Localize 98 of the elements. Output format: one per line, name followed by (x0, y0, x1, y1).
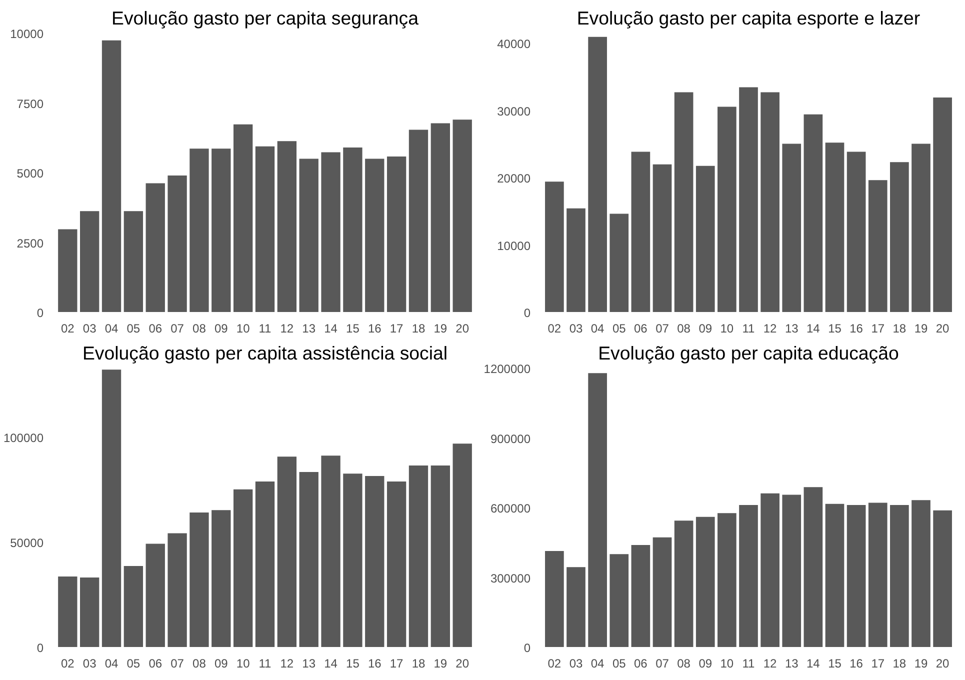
x-tick-label: 08 (192, 322, 206, 336)
x-tick-label: 07 (656, 322, 670, 336)
x-tick-label: 19 (434, 322, 448, 336)
x-tick-label: 14 (806, 656, 820, 670)
x-tick-label: 15 (828, 322, 842, 336)
x-tick-label: 04 (104, 656, 119, 670)
x-tick-label: 14 (324, 656, 338, 670)
x-tick-label: 12 (763, 656, 778, 670)
chart-title: Evolução gasto per capita esporte e lazer (576, 8, 920, 28)
y-tick-label: 900000 (490, 432, 531, 446)
y-tick-label: 40000 (497, 37, 531, 52)
y-tick-label: 0 (36, 306, 44, 320)
x-tick-label: 08 (192, 656, 206, 670)
chart-title: Evolução gasto per capita assistência social (82, 342, 448, 364)
x-tick-label: 15 (346, 322, 360, 336)
x-tick-label: 13 (784, 656, 799, 670)
x-tick-label: 09 (214, 656, 228, 670)
x-tick-label: 17 (871, 656, 885, 670)
x-tick-label: 05 (612, 656, 626, 670)
x-tick-label: 05 (612, 322, 626, 336)
x-tick-label: 05 (126, 322, 140, 336)
x-tick-label: 08 (677, 322, 691, 336)
x-tick-label: 17 (871, 322, 885, 336)
x-tick-label: 20 (936, 322, 950, 336)
x-tick-label: 13 (302, 656, 316, 670)
x-tick-label: 04 (590, 322, 605, 336)
x-tick-label: 20 (456, 656, 470, 670)
y-tick-label: 0 (524, 641, 531, 655)
x-tick-label: 18 (412, 322, 426, 336)
x-tick-label: 11 (742, 656, 756, 670)
x-tick-label: 09 (698, 322, 712, 336)
x-tick-label: 02 (548, 656, 562, 670)
y-tick-label: 300000 (490, 571, 531, 586)
x-tick-label: 05 (126, 656, 140, 670)
x-tick-label: 03 (82, 656, 97, 670)
x-tick-label: 04 (104, 322, 119, 336)
y-tick-label: 10000 (497, 238, 531, 253)
x-tick-label: 18 (892, 656, 906, 670)
y-tick-label: 20000 (497, 172, 531, 186)
y-tick-label: 30000 (497, 104, 531, 118)
x-tick-label: 12 (280, 656, 294, 670)
x-tick-label: 15 (828, 656, 842, 670)
x-tick-label: 13 (784, 322, 799, 336)
x-tick-label: 06 (634, 656, 648, 670)
chart-title: Evolução gasto per capita educação (598, 342, 899, 364)
x-tick-label: 11 (742, 322, 756, 336)
x-tick-label: 09 (698, 656, 712, 670)
x-tick-label: 11 (258, 656, 272, 670)
x-tick-label: 10 (236, 656, 250, 670)
x-tick-label: 07 (170, 656, 184, 670)
x-tick-label: 04 (590, 656, 605, 670)
y-tick-label: 7500 (16, 96, 44, 111)
x-tick-label: 06 (148, 322, 162, 336)
x-tick-label: 08 (677, 656, 691, 670)
x-tick-label: 13 (302, 322, 316, 336)
y-tick-label: 2500 (16, 236, 44, 250)
x-tick-label: 14 (806, 322, 820, 336)
x-tick-label: 07 (170, 322, 184, 336)
x-tick-label: 17 (390, 656, 404, 670)
x-tick-label: 16 (850, 322, 864, 336)
x-tick-label: 07 (656, 656, 670, 670)
x-tick-label: 10 (236, 322, 250, 336)
x-tick-label: 17 (390, 322, 404, 336)
x-tick-label: 12 (763, 322, 778, 336)
x-tick-label: 18 (412, 656, 426, 670)
x-tick-label: 19 (434, 656, 448, 670)
x-tick-label: 02 (60, 322, 75, 336)
x-tick-label: 03 (569, 656, 583, 670)
x-tick-label: 15 (346, 656, 360, 670)
x-tick-label: 02 (548, 322, 562, 336)
y-tick-label: 1200000 (484, 362, 531, 376)
x-tick-label: 14 (324, 322, 338, 336)
x-tick-label: 10 (720, 322, 734, 336)
x-tick-label: 20 (936, 656, 950, 670)
x-tick-label: 19 (914, 656, 928, 670)
x-tick-label: 16 (850, 656, 864, 670)
x-tick-label: 19 (914, 322, 928, 336)
x-tick-label: 09 (214, 322, 228, 336)
y-tick-label: 10000 (10, 27, 44, 41)
y-tick-label: 100000 (3, 431, 44, 446)
x-tick-label: 10 (720, 656, 734, 670)
x-tick-label: 20 (456, 322, 470, 336)
y-tick-label: 0 (524, 306, 531, 320)
x-tick-label: 06 (634, 322, 648, 336)
y-tick-label: 50000 (10, 536, 44, 550)
x-tick-label: 03 (82, 322, 97, 336)
x-tick-label: 16 (368, 322, 382, 336)
y-tick-label: 600000 (490, 502, 531, 516)
x-tick-label: 06 (148, 656, 162, 670)
y-tick-label: 0 (36, 641, 44, 655)
x-tick-label: 18 (892, 322, 906, 336)
chart-title: Evolução gasto per capita segurança (112, 8, 420, 28)
x-tick-label: 02 (60, 656, 75, 670)
y-tick-label: 5000 (16, 166, 44, 180)
x-tick-label: 16 (368, 656, 382, 670)
x-tick-label: 03 (569, 322, 583, 336)
x-tick-label: 11 (258, 322, 272, 336)
x-tick-label: 12 (280, 322, 294, 336)
